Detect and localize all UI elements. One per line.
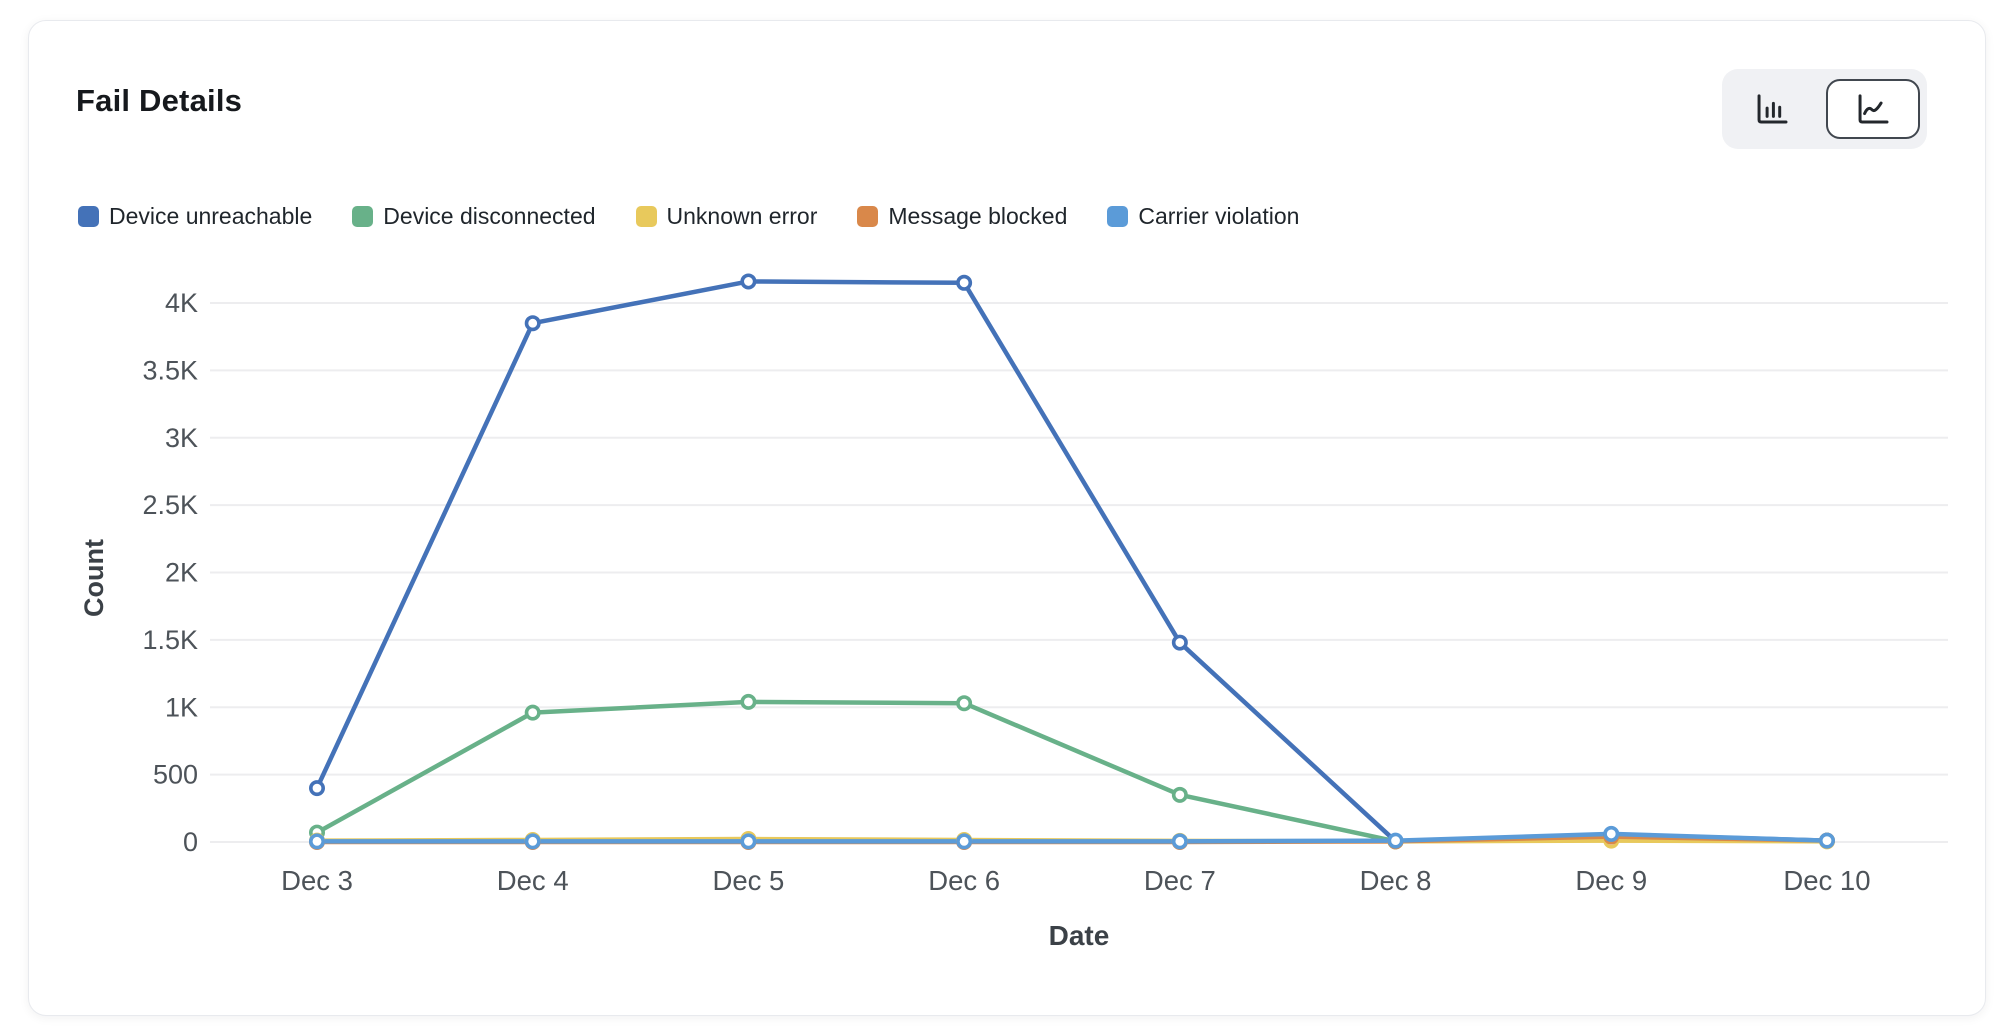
data-point-device-unreachable-dec-5[interactable] — [740, 273, 757, 290]
page-title: Fail Details — [76, 83, 243, 118]
data-point-carrier-violation-dec-8[interactable] — [1387, 832, 1404, 849]
data-point-device-disconnected-dec-7[interactable] — [1171, 786, 1188, 803]
data-point-carrier-violation-dec-4[interactable] — [524, 833, 541, 850]
legend-item-message-blocked[interactable]: Message blocked — [857, 203, 1067, 230]
data-point-device-disconnected-dec-4[interactable] — [524, 704, 541, 721]
data-point-device-disconnected-dec-5[interactable] — [740, 693, 757, 710]
data-point-carrier-violation-dec-5[interactable] — [740, 833, 757, 850]
legend-item-device-disconnected[interactable]: Device disconnected — [352, 203, 596, 230]
legend-item-unknown-error[interactable]: Unknown error — [635, 203, 818, 230]
line-chart-icon — [1852, 88, 1894, 130]
legend-item-carrier-violation[interactable]: Carrier violation — [1107, 203, 1299, 230]
legend-swatch — [635, 206, 657, 227]
legend-label: Device unreachable — [109, 203, 313, 229]
legend-swatch — [78, 206, 99, 227]
data-point-carrier-violation-dec-9[interactable] — [1603, 825, 1620, 842]
legend-swatch — [857, 206, 879, 227]
legend-swatch — [352, 206, 374, 227]
data-point-device-unreachable-dec-3[interactable] — [308, 780, 325, 797]
legend-swatch — [1107, 206, 1129, 227]
legend-label: Unknown error — [666, 203, 818, 229]
data-point-device-unreachable-dec-4[interactable] — [524, 315, 541, 332]
line-chart-toggle-button[interactable] — [1826, 79, 1920, 139]
data-point-carrier-violation-dec-7[interactable] — [1171, 833, 1188, 850]
chart-type-toggle — [1722, 69, 1927, 149]
legend-item-device-unreachable[interactable]: Device unreachable — [78, 203, 312, 230]
bar-chart-toggle-button[interactable] — [1722, 69, 1821, 149]
legend-label: Message blocked — [888, 203, 1068, 229]
data-point-device-unreachable-dec-6[interactable] — [956, 274, 973, 291]
data-point-carrier-violation-dec-3[interactable] — [308, 833, 325, 850]
bar-chart-icon — [1751, 88, 1793, 130]
data-point-device-unreachable-dec-7[interactable] — [1171, 634, 1188, 651]
data-point-carrier-violation-dec-6[interactable] — [956, 833, 973, 850]
chart-legend: Device unreachable Device disconnected Unk… — [78, 203, 1299, 230]
legend-label: Carrier violation — [1138, 203, 1300, 229]
legend-label: Device disconnected — [383, 203, 596, 229]
data-point-carrier-violation-dec-10[interactable] — [1818, 832, 1835, 849]
fail-details-card: Fail Details Device unreachable Device di — [28, 20, 1986, 1016]
data-point-device-disconnected-dec-6[interactable] — [956, 695, 973, 712]
